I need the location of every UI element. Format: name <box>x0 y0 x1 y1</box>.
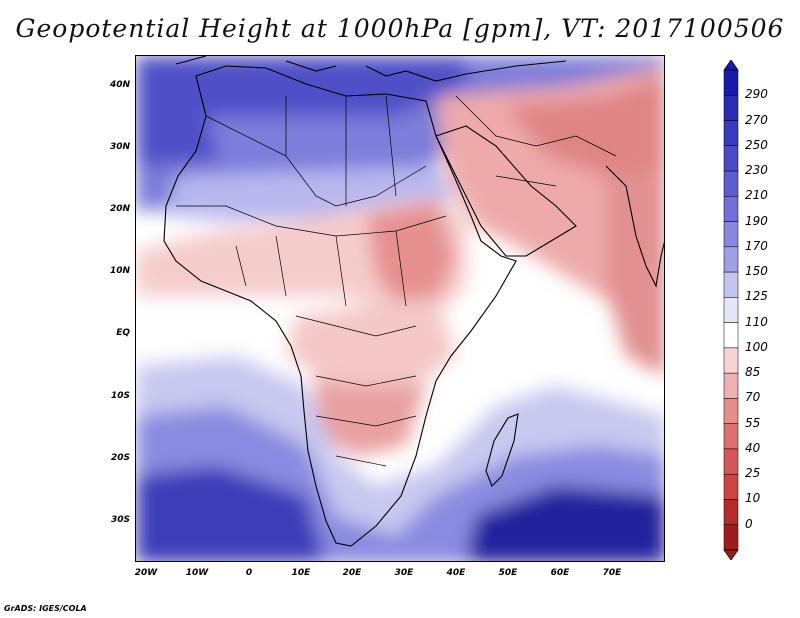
y-tick-40n: 40N <box>109 80 130 90</box>
colorbar-label: 150 <box>745 264 768 279</box>
y-tick-eq: EQ <box>116 328 130 338</box>
x-tick-40e: 40E <box>446 568 466 578</box>
colorbar-label: 190 <box>745 213 768 228</box>
colorbar-swatch <box>723 473 739 500</box>
colorbar-swatch <box>723 297 739 323</box>
colorbar-swatch <box>723 145 739 172</box>
colorbar-label: 290 <box>745 87 768 102</box>
colorbar <box>723 60 739 560</box>
y-tick-30s: 30S <box>110 515 130 525</box>
x-tick-50e: 50E <box>498 568 518 578</box>
colorbar-swatch <box>723 271 739 298</box>
colorbar-swatch <box>723 170 739 197</box>
country-borders <box>176 95 617 467</box>
border-line <box>176 205 447 237</box>
madagascar-coastline <box>485 413 519 487</box>
y-tick-20s: 20S <box>110 453 130 463</box>
colorbar-label: 210 <box>745 188 768 203</box>
colorbar-swatch <box>723 120 739 147</box>
colorbar-label: 170 <box>745 238 768 253</box>
x-tick-0: 0 <box>245 568 253 578</box>
africa-coastline <box>163 65 517 547</box>
colorbar-swatch <box>723 347 739 374</box>
border-line <box>315 415 417 467</box>
colorbar-swatch <box>723 398 739 424</box>
x-tick-70e: 70E <box>602 568 622 578</box>
y-tick-30n: 30N <box>109 142 130 152</box>
colorbar-swatch <box>723 221 739 248</box>
colorbar-label: 0 <box>745 516 753 531</box>
colorbar-label: 270 <box>745 112 768 127</box>
indian-ocean-deep <box>466 486 664 561</box>
india-red <box>606 166 664 375</box>
x-tick-10e: 10E <box>291 568 311 578</box>
colorbar-swatch <box>723 246 739 273</box>
colorbar-label: 110 <box>745 314 768 329</box>
x-tick-60e: 60E <box>550 568 570 578</box>
y-tick-20n: 20N <box>109 204 130 214</box>
geopotential-map <box>136 56 664 561</box>
central-africa-light-red <box>286 296 456 386</box>
x-tick-30e: 30E <box>394 568 414 578</box>
colorbar-label: 10 <box>745 491 761 506</box>
colorbar-label: 250 <box>745 137 768 152</box>
south-atlantic-deep <box>136 466 326 561</box>
arabia-coastline <box>435 125 577 257</box>
colorbar-label: 55 <box>745 415 761 430</box>
y-tick-10n: 10N <box>109 266 130 276</box>
colorbar-swatch <box>723 524 739 551</box>
x-tick-10w: 10W <box>185 568 209 578</box>
border-line <box>235 230 407 307</box>
colorbar-label: 70 <box>745 390 761 405</box>
colorbar-swatch <box>723 448 739 475</box>
colorbar-swatch <box>723 196 739 222</box>
border-line <box>455 95 617 187</box>
colorbar-swatch <box>723 372 739 399</box>
colorbar-label: 85 <box>745 365 761 380</box>
colorbar-label: 100 <box>745 339 768 354</box>
x-tick-20w: 20W <box>134 568 158 578</box>
india-coastline <box>605 165 664 288</box>
colorbar-top-arrow <box>723 60 739 71</box>
colorbar-label: 25 <box>745 466 761 481</box>
footer-credit: GrADS: IGES/COLA <box>4 604 87 613</box>
y-tick-10s: 10S <box>110 391 130 401</box>
persia-red <box>506 76 664 196</box>
colorbar-bottom-arrow <box>723 549 739 560</box>
colorbar-swatch <box>723 423 739 450</box>
map-title: Geopotential Height at 1000hPa [gpm], VT… <box>15 14 785 43</box>
colorbar-swatch <box>723 95 739 121</box>
colorbar-swatch <box>723 322 739 349</box>
colorbar-swatch <box>723 499 739 525</box>
colorbar-label: 230 <box>745 163 768 178</box>
colorbar-swatch <box>723 69 739 96</box>
map-plot-area <box>135 55 665 562</box>
border-line <box>295 315 417 387</box>
coastlines <box>163 56 664 547</box>
east-africa-red <box>366 201 456 306</box>
colorbar-label: 125 <box>745 289 768 304</box>
border-line <box>205 115 427 207</box>
europe-coastline <box>175 56 567 82</box>
colorbar-label: 40 <box>745 440 761 455</box>
border-line <box>285 95 397 206</box>
x-tick-20e: 20E <box>342 568 362 578</box>
